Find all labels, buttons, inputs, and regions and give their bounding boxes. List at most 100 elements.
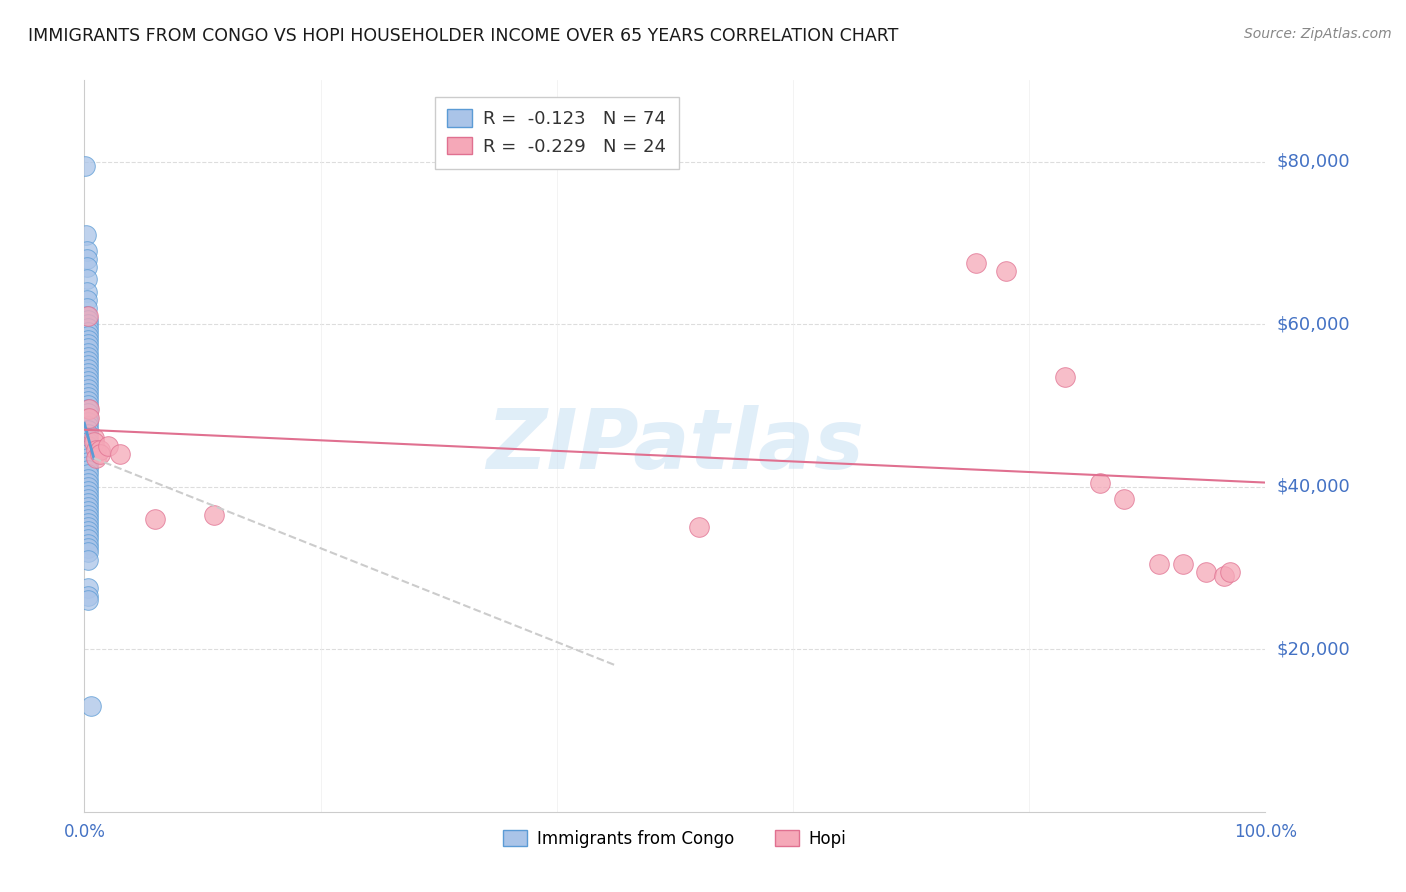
Point xyxy=(76,260,98,275)
Point xyxy=(77,378,100,392)
Point xyxy=(1171,557,1194,571)
Point xyxy=(76,353,98,368)
Point xyxy=(76,293,98,307)
Point xyxy=(77,488,100,502)
Point xyxy=(1219,565,1241,579)
Y-axis label: Householder Income Over 65 years: Householder Income Over 65 years xyxy=(0,299,8,593)
Point xyxy=(84,451,107,466)
Point xyxy=(77,402,100,417)
Point xyxy=(89,443,111,458)
Point xyxy=(77,544,100,558)
Point xyxy=(76,325,98,339)
Point xyxy=(994,264,1017,278)
Point xyxy=(76,350,98,364)
Point xyxy=(89,447,111,461)
Point xyxy=(1195,565,1218,579)
Point xyxy=(77,398,100,412)
Point xyxy=(77,431,100,445)
Point xyxy=(77,593,100,607)
Point xyxy=(76,285,98,299)
Point xyxy=(77,423,100,437)
Point xyxy=(202,508,225,522)
Point xyxy=(97,439,120,453)
Point xyxy=(77,366,100,380)
Point xyxy=(77,370,100,384)
Point xyxy=(77,390,100,404)
Point xyxy=(77,467,100,482)
Point xyxy=(77,459,100,474)
Point xyxy=(1112,491,1135,506)
Point xyxy=(77,361,100,376)
Point xyxy=(76,329,98,343)
Point xyxy=(77,410,100,425)
Point xyxy=(77,434,100,449)
Point xyxy=(83,434,105,449)
Point xyxy=(77,504,100,518)
Point xyxy=(76,244,98,258)
Point xyxy=(77,471,100,485)
Point xyxy=(77,508,100,522)
Point xyxy=(77,480,100,494)
Point xyxy=(76,313,98,327)
Point xyxy=(83,431,105,445)
Point xyxy=(77,386,100,401)
Point xyxy=(76,317,98,331)
Point xyxy=(76,309,98,323)
Point xyxy=(77,581,100,595)
Point xyxy=(76,252,98,266)
Point xyxy=(77,590,100,604)
Text: ZIPatlas: ZIPatlas xyxy=(486,406,863,486)
Point xyxy=(77,402,100,417)
Point xyxy=(76,337,98,351)
Point xyxy=(77,512,100,526)
Point xyxy=(80,699,103,714)
Point xyxy=(76,301,98,315)
Point xyxy=(77,524,100,539)
Point xyxy=(77,491,100,506)
Point xyxy=(77,443,100,458)
Point xyxy=(108,447,131,461)
Point xyxy=(77,475,100,490)
Legend: Immigrants from Congo, Hopi: Immigrants from Congo, Hopi xyxy=(496,823,853,855)
Point xyxy=(77,410,100,425)
Point xyxy=(77,394,100,409)
Text: IMMIGRANTS FROM CONGO VS HOPI HOUSEHOLDER INCOME OVER 65 YEARS CORRELATION CHART: IMMIGRANTS FROM CONGO VS HOPI HOUSEHOLDE… xyxy=(28,27,898,45)
Point xyxy=(1088,475,1111,490)
Point xyxy=(77,533,100,547)
Point xyxy=(76,321,98,335)
Text: $60,000: $60,000 xyxy=(1277,315,1350,333)
Point xyxy=(688,520,710,534)
Point xyxy=(77,309,100,323)
Point xyxy=(1053,370,1076,384)
Point xyxy=(77,418,100,433)
Point xyxy=(77,455,100,469)
Point xyxy=(76,227,98,242)
Point xyxy=(77,541,100,555)
Text: $20,000: $20,000 xyxy=(1277,640,1350,658)
Point xyxy=(77,451,100,466)
Point xyxy=(77,382,100,396)
Point xyxy=(1147,557,1170,571)
Text: $80,000: $80,000 xyxy=(1277,153,1350,170)
Point xyxy=(77,520,100,534)
Text: $40,000: $40,000 xyxy=(1277,477,1350,496)
Point xyxy=(77,374,100,388)
Point xyxy=(1213,569,1236,583)
Point xyxy=(77,500,100,514)
Point xyxy=(76,345,98,359)
Point xyxy=(77,496,100,510)
Point xyxy=(143,512,166,526)
Point xyxy=(77,516,100,531)
Point xyxy=(77,358,100,372)
Point xyxy=(965,256,987,270)
Point xyxy=(77,407,100,421)
Point xyxy=(77,536,100,550)
Point xyxy=(77,415,100,429)
Point xyxy=(77,553,100,567)
Point xyxy=(73,159,96,173)
Point xyxy=(77,439,100,453)
Point xyxy=(84,443,107,458)
Point xyxy=(77,483,100,498)
Point xyxy=(77,426,100,441)
Point xyxy=(77,463,100,477)
